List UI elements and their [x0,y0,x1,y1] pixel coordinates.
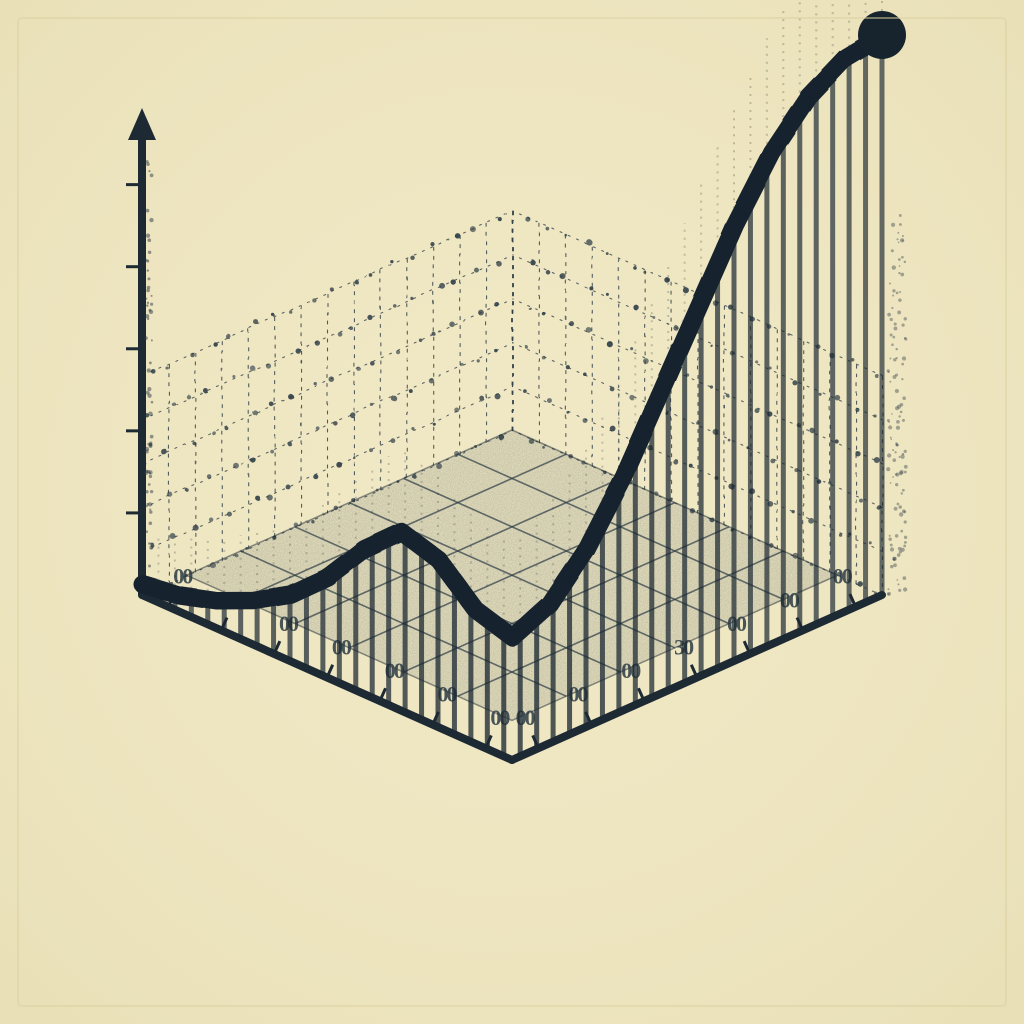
axis-tick-label: 00 [727,611,747,636]
axis-tick-label: 00 [621,658,641,683]
isometric-growth-chart: 0000000000000000000030000000 [0,0,1024,1024]
axis-tick-label: 00 [490,705,510,730]
axis-tick-label: 00 [332,634,352,659]
